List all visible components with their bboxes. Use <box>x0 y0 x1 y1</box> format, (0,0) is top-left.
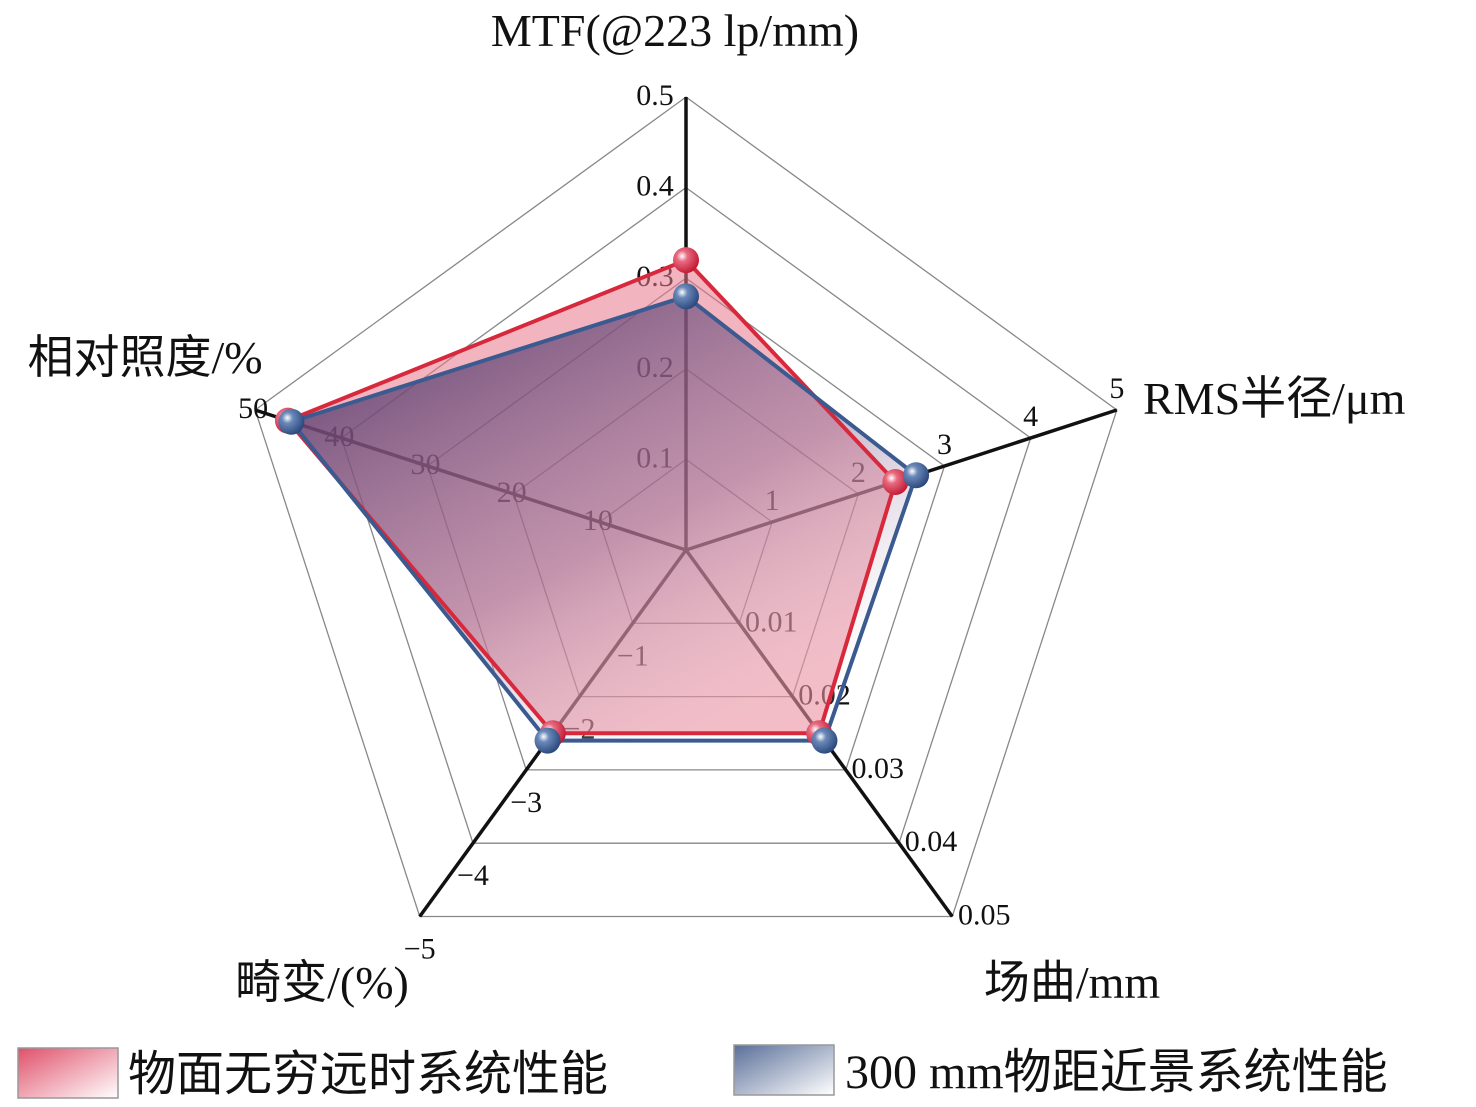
tick-label: 0.04 <box>905 825 958 858</box>
data-point-300mm <box>278 408 305 435</box>
axis-title-relative-illumination: 相对照度/% <box>27 332 262 383</box>
legend-swatch-infinity <box>17 1047 119 1099</box>
data-point-infinity <box>882 468 909 495</box>
legend: 物面无穷远时系统性能 300 mm物距近景系统性能 <box>17 1044 1388 1101</box>
legend-swatch-300mm <box>733 1044 835 1096</box>
data-point-300mm <box>673 283 699 310</box>
series-line-300mm <box>289 294 919 743</box>
tick-label: −3 <box>510 786 542 819</box>
tick-label: 0.5 <box>636 79 674 112</box>
tick-label: −4 <box>457 859 489 892</box>
axis-title-field-curvature: 场曲/mm <box>984 957 1161 1008</box>
axis-title-distortion: 畸变/(%) <box>235 957 409 1008</box>
series-polygons <box>285 258 919 743</box>
tick-label: 50 <box>238 392 268 425</box>
tick-label: 5 <box>1109 372 1124 405</box>
legend-label-300mm: 300 mm物距近景系统性能 <box>845 1046 1388 1099</box>
data-point-infinity <box>673 247 699 274</box>
data-point-300mm <box>903 462 930 489</box>
tick-label: 0.4 <box>636 170 674 203</box>
tick-label: −5 <box>404 932 436 965</box>
axis-title-mtf: MTF(@223 lp/mm) <box>491 5 859 56</box>
legend-label-infinity: 物面无穷远时系统性能 <box>128 1048 608 1101</box>
tick-label: 3 <box>937 428 952 461</box>
tick-label: 4 <box>1023 400 1038 433</box>
tick-label: 0.03 <box>852 752 905 785</box>
data-point-300mm <box>811 727 838 754</box>
series-line-infinity <box>285 258 898 736</box>
tick-label: 0.05 <box>958 898 1011 931</box>
data-point-300mm <box>534 727 561 754</box>
axis-title-rms: RMS半径/μm <box>1143 373 1406 424</box>
grid-ring-5 <box>254 96 1118 918</box>
series-points <box>274 247 930 754</box>
series-fill-300mm <box>291 296 917 741</box>
